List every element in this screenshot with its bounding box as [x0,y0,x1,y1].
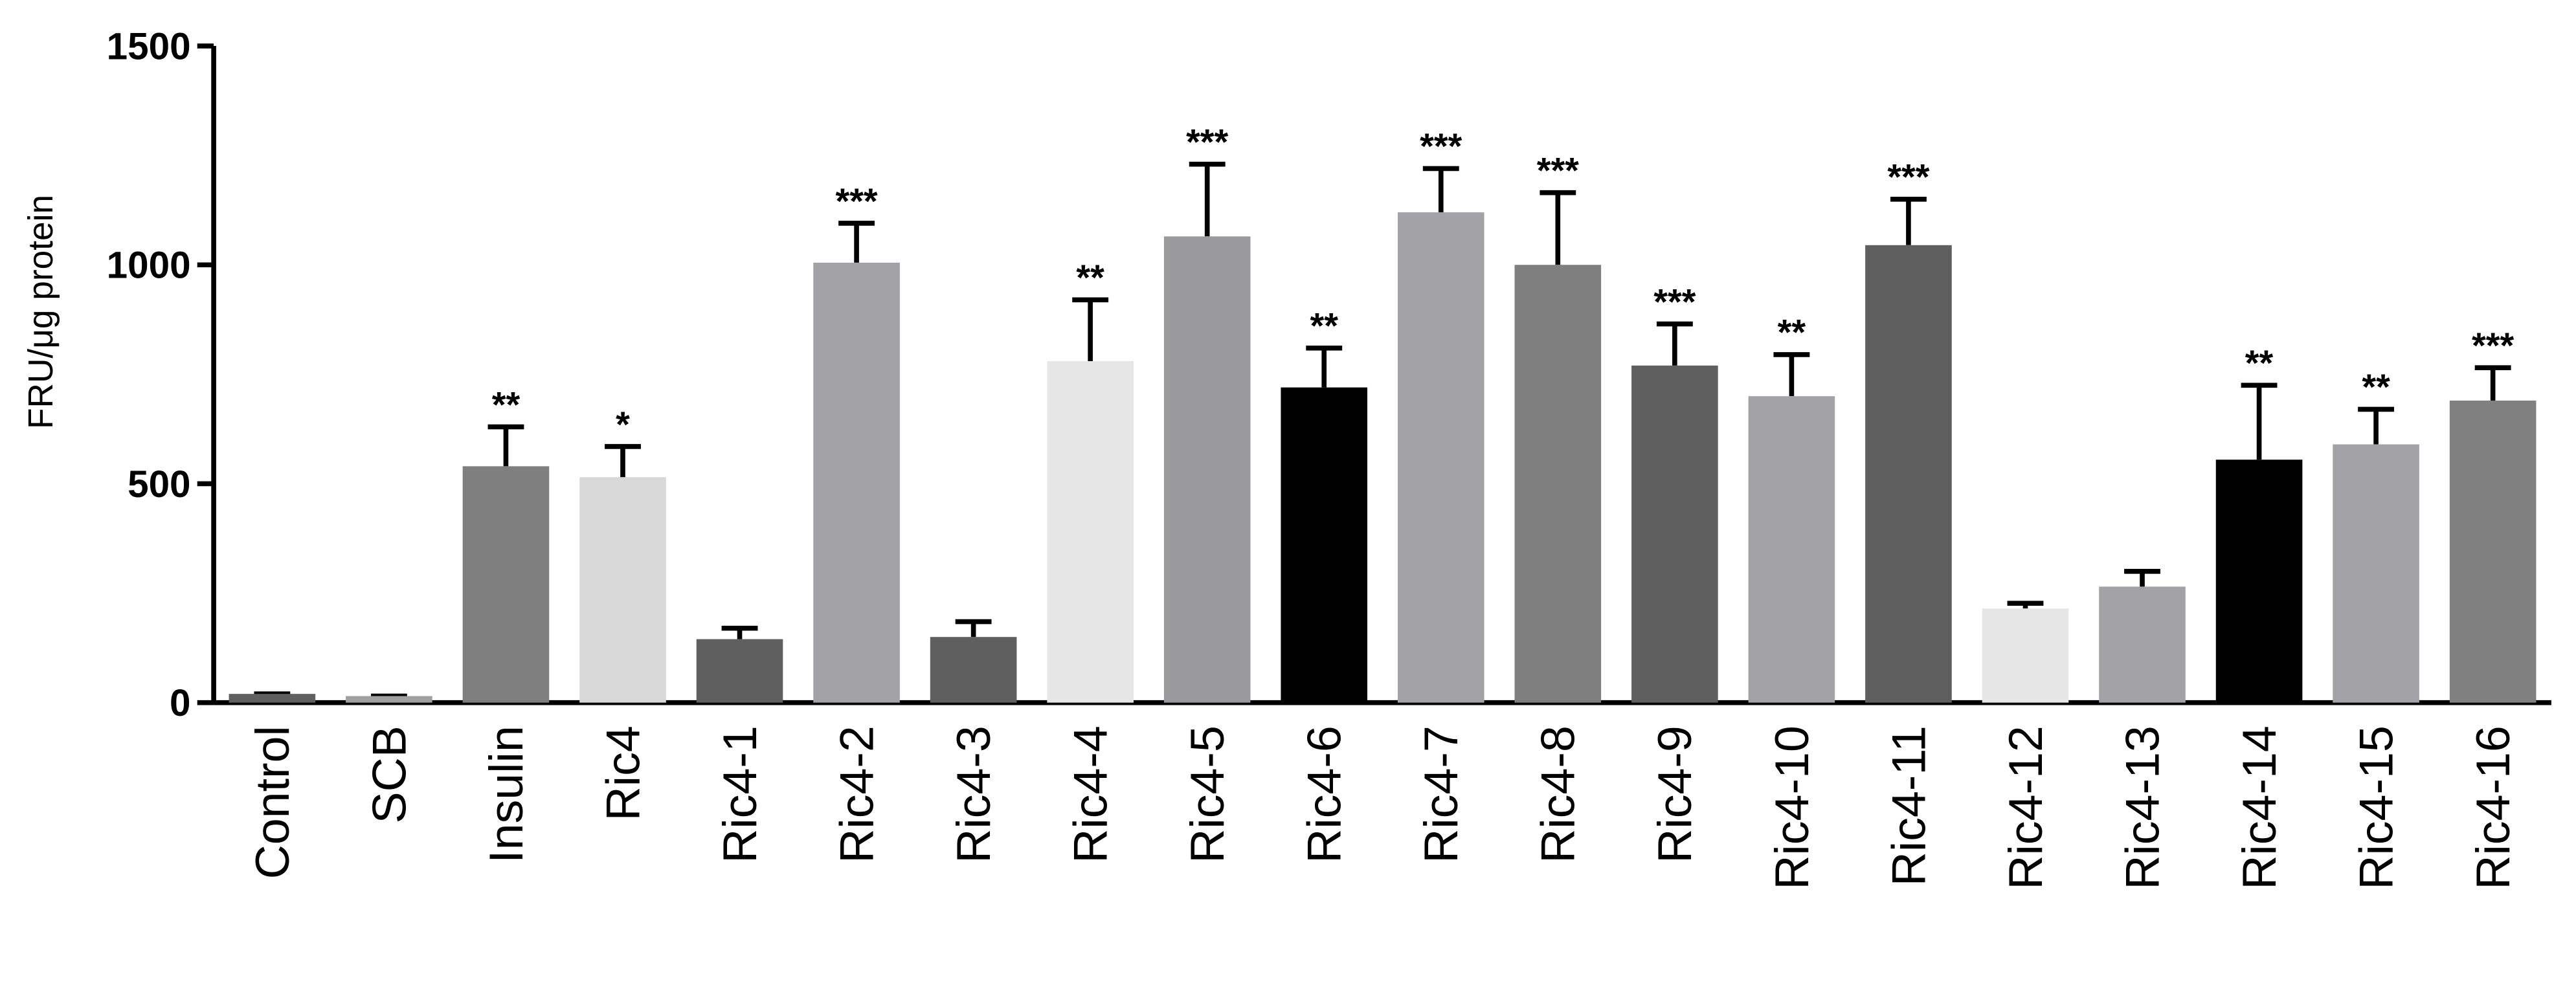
x-tick-label: Ric4-4 [1064,725,1117,863]
bar [2333,444,2419,703]
x-tick-label: Insulin [479,725,533,863]
bar [2215,459,2303,703]
significance-label: ** [492,384,521,425]
x-tick-label: Ric4-14 [2232,725,2286,889]
y-tick-label: 500 [128,463,190,505]
significance-label: *** [2472,325,2514,366]
significance-label: *** [1887,157,1929,197]
x-tick-label: Ric4-6 [1297,725,1351,863]
x-tick-label: SCB [362,725,416,823]
bar [579,477,666,703]
bar [813,262,900,703]
x-tick-label: Ric4-15 [2349,725,2402,889]
significance-label: ** [1310,305,1338,346]
significance-label: *** [835,181,877,221]
bar [930,637,1017,703]
y-tick-label: 1000 [107,245,191,287]
bar [1163,236,1251,703]
bar [2449,400,2537,703]
bar [462,466,550,703]
x-tick-label: Ric4-8 [1531,725,1585,863]
significance-label: *** [1420,126,1462,166]
significance-label: *** [1537,149,1579,190]
bar [1281,387,1368,703]
x-tick-label: Ric4-9 [1648,725,1701,863]
x-tick-label: Ric4-11 [1881,725,1935,886]
x-tick-label: Ric4-13 [2115,725,2169,889]
bar [1397,212,1484,703]
significance-label: ** [2362,366,2390,407]
y-axis-label: FRU/μg protein [22,195,60,429]
significance-label: ** [1778,312,1806,353]
x-tick-label: Ric4-16 [2466,725,2520,889]
bar [1982,608,2069,703]
bar [1865,245,1952,703]
x-tick-label: Ric4-12 [1999,725,2052,889]
bar [2099,586,2186,703]
x-tick-label: Ric4 [596,725,649,821]
x-tick-label: Ric4-2 [829,725,883,863]
x-tick-label: Ric4-1 [713,725,767,863]
significance-label: ** [1076,257,1104,298]
bar [346,696,432,703]
bar [1047,361,1134,703]
y-tick-label: 1500 [107,25,191,67]
significance-label: * [616,404,630,445]
x-tick-label: Control [245,725,299,879]
bar [1514,265,1602,703]
bar [696,639,783,703]
x-tick-label: Ric4-5 [1180,725,1234,863]
x-tick-label: Ric4-7 [1414,725,1468,863]
bar [1631,365,1718,703]
y-tick-label: 0 [170,682,190,724]
bar [1748,396,1835,703]
significance-label: *** [1186,121,1228,162]
x-tick-label: Ric4-3 [946,725,1000,863]
significance-label: ** [2245,342,2274,383]
x-tick-label: Ric4-10 [1765,725,1819,889]
significance-label: *** [1653,281,1696,322]
bar [229,694,316,703]
